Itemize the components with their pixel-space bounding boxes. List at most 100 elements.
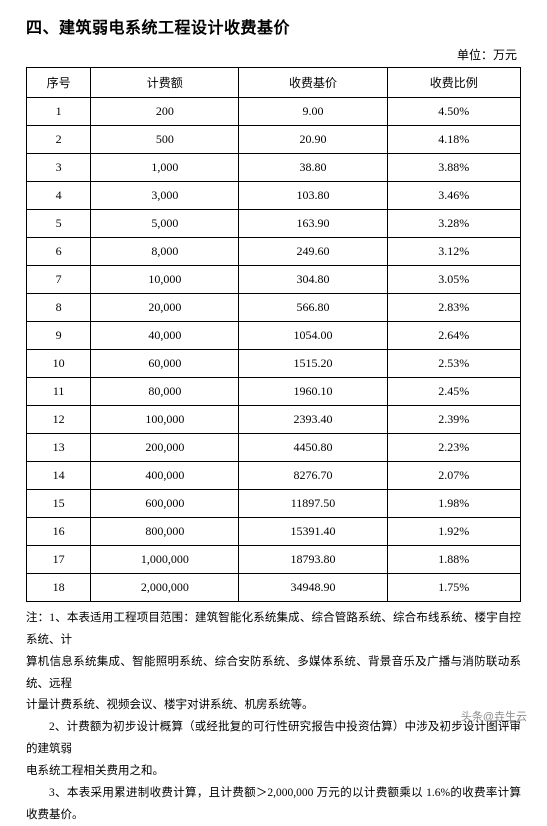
table-cell: 34948.90	[239, 574, 387, 602]
table-cell: 103.80	[239, 182, 387, 210]
table-cell: 12	[27, 406, 91, 434]
table-cell: 17	[27, 546, 91, 574]
table-cell: 304.80	[239, 266, 387, 294]
table-row: 14400,0008276.702.07%	[27, 462, 521, 490]
table-cell: 8276.70	[239, 462, 387, 490]
note-line: 3、本表采用累进制收费计算，且计费额＞2,000,000 万元的以计费额乘以 1…	[26, 783, 521, 826]
table-cell: 5	[27, 210, 91, 238]
table-cell: 6	[27, 238, 91, 266]
table-cell: 60,000	[91, 350, 239, 378]
table-cell: 5,000	[91, 210, 239, 238]
table-row: 43,000103.803.46%	[27, 182, 521, 210]
table-row: 820,000566.802.83%	[27, 294, 521, 322]
note-line: 2、计费额为初步设计概算（或经批复的可行性研究报告中投资估算）中涉及初步设计图评…	[26, 717, 521, 761]
table-cell: 18	[27, 574, 91, 602]
table-cell: 200	[91, 98, 239, 126]
table-cell: 3	[27, 154, 91, 182]
notes-block: 注：1、本表适用工程项目范围：建筑智能化系统集成、综合管路系统、综合布线系统、楼…	[26, 608, 521, 826]
table-cell: 1054.00	[239, 322, 387, 350]
table-cell: 11	[27, 378, 91, 406]
table-cell: 2.45%	[387, 378, 520, 406]
table-cell: 1.92%	[387, 518, 520, 546]
table-cell: 2	[27, 126, 91, 154]
table-row: 16800,00015391.401.92%	[27, 518, 521, 546]
table-cell: 18793.80	[239, 546, 387, 574]
table-cell: 40,000	[91, 322, 239, 350]
table-cell: 2.53%	[387, 350, 520, 378]
table-row: 182,000,00034948.901.75%	[27, 574, 521, 602]
table-cell: 8	[27, 294, 91, 322]
table-cell: 16	[27, 518, 91, 546]
unit-label: 单位：万元	[26, 46, 521, 63]
table-cell: 2,000,000	[91, 574, 239, 602]
section-title: 四、建筑弱电系统工程设计收费基价	[26, 14, 521, 38]
table-cell: 100,000	[91, 406, 239, 434]
table-cell: 1,000,000	[91, 546, 239, 574]
col-header: 计费额	[91, 68, 239, 98]
table-cell: 13	[27, 434, 91, 462]
table-row: 12009.004.50%	[27, 98, 521, 126]
table-cell: 3.12%	[387, 238, 520, 266]
table-cell: 1.75%	[387, 574, 520, 602]
table-header-row: 序号 计费额 收费基价 收费比例	[27, 68, 521, 98]
table-cell: 500	[91, 126, 239, 154]
table-row: 12100,0002393.402.39%	[27, 406, 521, 434]
table-row: 31,00038.803.88%	[27, 154, 521, 182]
table-cell: 3,000	[91, 182, 239, 210]
note-line: 计量计费系统、视频会议、楼宇对讲系统、机房系统等。	[26, 695, 521, 717]
table-cell: 11897.50	[239, 490, 387, 518]
table-row: 940,0001054.002.64%	[27, 322, 521, 350]
table-cell: 1	[27, 98, 91, 126]
table-cell: 400,000	[91, 462, 239, 490]
table-row: 710,000304.803.05%	[27, 266, 521, 294]
table-row: 55,000163.903.28%	[27, 210, 521, 238]
table-cell: 2.07%	[387, 462, 520, 490]
table-cell: 3.46%	[387, 182, 520, 210]
table-row: 250020.904.18%	[27, 126, 521, 154]
table-cell: 4	[27, 182, 91, 210]
table-body: 12009.004.50%250020.904.18%31,00038.803.…	[27, 98, 521, 602]
table-cell: 1.98%	[387, 490, 520, 518]
table-cell: 600,000	[91, 490, 239, 518]
table-cell: 2.23%	[387, 434, 520, 462]
table-cell: 800,000	[91, 518, 239, 546]
table-cell: 10,000	[91, 266, 239, 294]
table-row: 1060,0001515.202.53%	[27, 350, 521, 378]
table-row: 15600,00011897.501.98%	[27, 490, 521, 518]
table-cell: 2393.40	[239, 406, 387, 434]
table-cell: 163.90	[239, 210, 387, 238]
table-row: 68,000249.603.12%	[27, 238, 521, 266]
col-header: 序号	[27, 68, 91, 98]
table-row: 171,000,00018793.801.88%	[27, 546, 521, 574]
col-header: 收费比例	[387, 68, 520, 98]
table-cell: 7	[27, 266, 91, 294]
table-cell: 4.50%	[387, 98, 520, 126]
table-cell: 1515.20	[239, 350, 387, 378]
table-cell: 80,000	[91, 378, 239, 406]
note-line: 电系统工程相关费用之和。	[26, 761, 521, 783]
table-cell: 4450.80	[239, 434, 387, 462]
table-cell: 10	[27, 350, 91, 378]
table-row: 1180,0001960.102.45%	[27, 378, 521, 406]
table-cell: 566.80	[239, 294, 387, 322]
table-cell: 3.28%	[387, 210, 520, 238]
table-cell: 38.80	[239, 154, 387, 182]
table-row: 13200,0004450.802.23%	[27, 434, 521, 462]
table-cell: 9.00	[239, 98, 387, 126]
fee-table: 序号 计费额 收费基价 收费比例 12009.004.50%250020.904…	[26, 67, 521, 602]
table-cell: 15391.40	[239, 518, 387, 546]
table-cell: 3.05%	[387, 266, 520, 294]
note-line: 注：1、本表适用工程项目范围：建筑智能化系统集成、综合管路系统、综合布线系统、楼…	[26, 608, 521, 652]
table-cell: 249.60	[239, 238, 387, 266]
table-cell: 1,000	[91, 154, 239, 182]
table-cell: 20.90	[239, 126, 387, 154]
watermark: 头条@垚生云	[461, 708, 527, 724]
table-cell: 20,000	[91, 294, 239, 322]
table-cell: 3.88%	[387, 154, 520, 182]
table-cell: 2.83%	[387, 294, 520, 322]
table-cell: 2.39%	[387, 406, 520, 434]
table-cell: 200,000	[91, 434, 239, 462]
col-header: 收费基价	[239, 68, 387, 98]
table-cell: 9	[27, 322, 91, 350]
table-cell: 1960.10	[239, 378, 387, 406]
